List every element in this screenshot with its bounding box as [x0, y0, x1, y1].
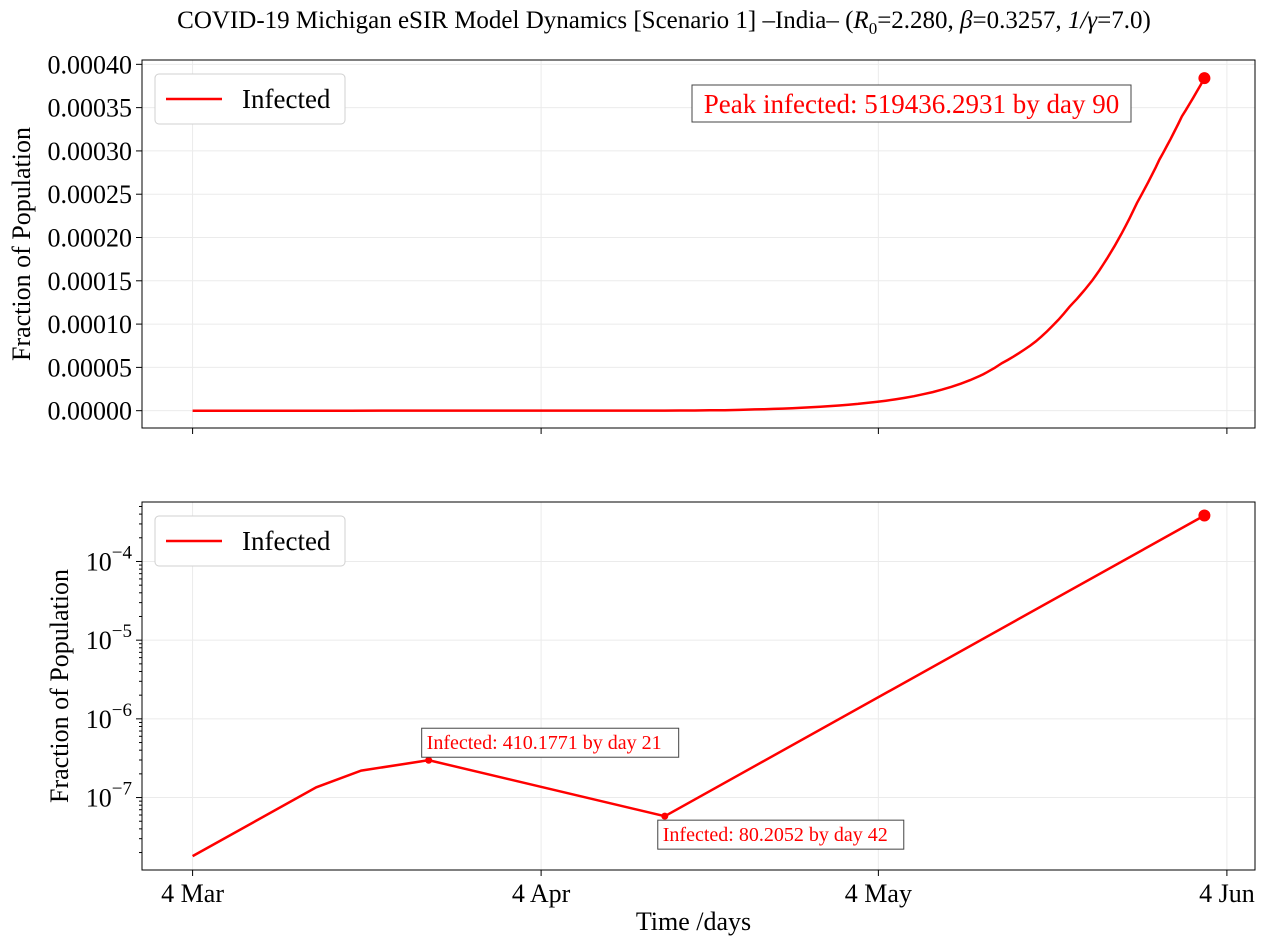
y-tick-label: 0.00025	[48, 180, 133, 209]
peak-marker	[1198, 72, 1211, 85]
plot-frame	[141, 59, 1256, 429]
legend-frame	[154, 73, 346, 125]
legend: Infected	[154, 73, 346, 125]
y-tick-label: 0.00030	[48, 137, 133, 166]
legend-label: Infected	[242, 526, 331, 556]
y-tick-label: 0.00040	[48, 50, 133, 79]
title-param-subscript: 0	[869, 19, 878, 38]
series-infected-line	[192, 77, 1206, 412]
point-annotation: Infected: 80.2052 by day 42	[657, 819, 905, 850]
series-infected-line	[191, 514, 1206, 858]
y-tick-label: 0.00020	[48, 224, 133, 253]
x-tick-label: 4 May	[845, 879, 912, 908]
y-tick-label: 0.00010	[48, 310, 133, 339]
point-annotation: Infected: 410.1771 by day 21	[421, 727, 680, 758]
legend: Infected	[154, 515, 346, 567]
y-axis-label: Fraction of Population	[7, 127, 36, 361]
y-tick-base: 10	[86, 705, 112, 734]
title-param-value: =2.280,	[877, 7, 960, 34]
y-tick-label: 10−4	[86, 542, 133, 576]
point-marker	[425, 756, 433, 764]
y-tick-label: 0.00035	[48, 94, 133, 123]
y-tick-base: 10	[86, 626, 112, 655]
y-tick-label: 10−7	[86, 779, 132, 813]
x-axis-label: Time /days	[636, 907, 751, 936]
x-tick-label: 4 Mar	[161, 879, 224, 908]
figure-title: COVID-19 Michigan eSIR Model Dynamics [S…	[177, 7, 1151, 38]
y-tick-exponent: −6	[112, 700, 132, 721]
annotation-box	[421, 727, 680, 758]
title-prefix: COVID-19 Michigan eSIR Model Dynamics [S…	[177, 7, 853, 34]
point-marker	[661, 812, 669, 820]
linear-chart-panel: 0.00000 0.00005 0.00010 0.00015 0.00020 0.000…	[7, 50, 1256, 434]
x-tick-label: 4 Jun	[1199, 879, 1255, 908]
annotation-text: Infected: 410.1771 by day 21	[427, 732, 662, 754]
peak-marker	[1198, 509, 1211, 522]
title-param-symbol: R	[852, 7, 868, 34]
x-tick-label: 4 Apr	[512, 879, 571, 908]
y-tick-label: 0.00015	[48, 267, 133, 296]
annotation-box	[657, 819, 905, 850]
y-tick-label: 10−6	[86, 700, 132, 734]
y-tick-exponent: −7	[112, 779, 132, 800]
plot-frame	[141, 501, 1256, 871]
legend-label: Infected	[242, 84, 331, 114]
legend-frame	[154, 515, 346, 567]
y-tick-label: 0.00005	[48, 353, 133, 382]
y-tick-exponent: −4	[112, 542, 133, 563]
title-param-value: =0.3257,	[973, 7, 1068, 34]
log-chart-panel: 4 Mar 4 Apr 4 May 4 Jun10−710−610−510−4Frac…	[45, 501, 1256, 936]
y-tick-base: 10	[86, 547, 112, 576]
annotation-text: Infected: 80.2052 by day 42	[663, 824, 888, 846]
peak-annotation: Peak infected: 519436.2931 by day 90	[691, 84, 1132, 123]
y-tick-exponent: −5	[112, 621, 132, 642]
y-tick-base: 10	[86, 784, 112, 813]
y-tick-label: 0.00000	[48, 397, 133, 426]
title-param-value: =7.0)	[1097, 7, 1151, 34]
title-param-symbol: 1/γ	[1068, 7, 1098, 34]
annotation-text: Peak infected: 519436.2931 by day 90	[704, 89, 1119, 119]
annotation-box	[691, 84, 1132, 123]
y-axis-label: Fraction of Population	[45, 569, 74, 803]
title-param-symbol: β	[959, 7, 973, 34]
y-tick-label: 10−5	[86, 621, 132, 655]
